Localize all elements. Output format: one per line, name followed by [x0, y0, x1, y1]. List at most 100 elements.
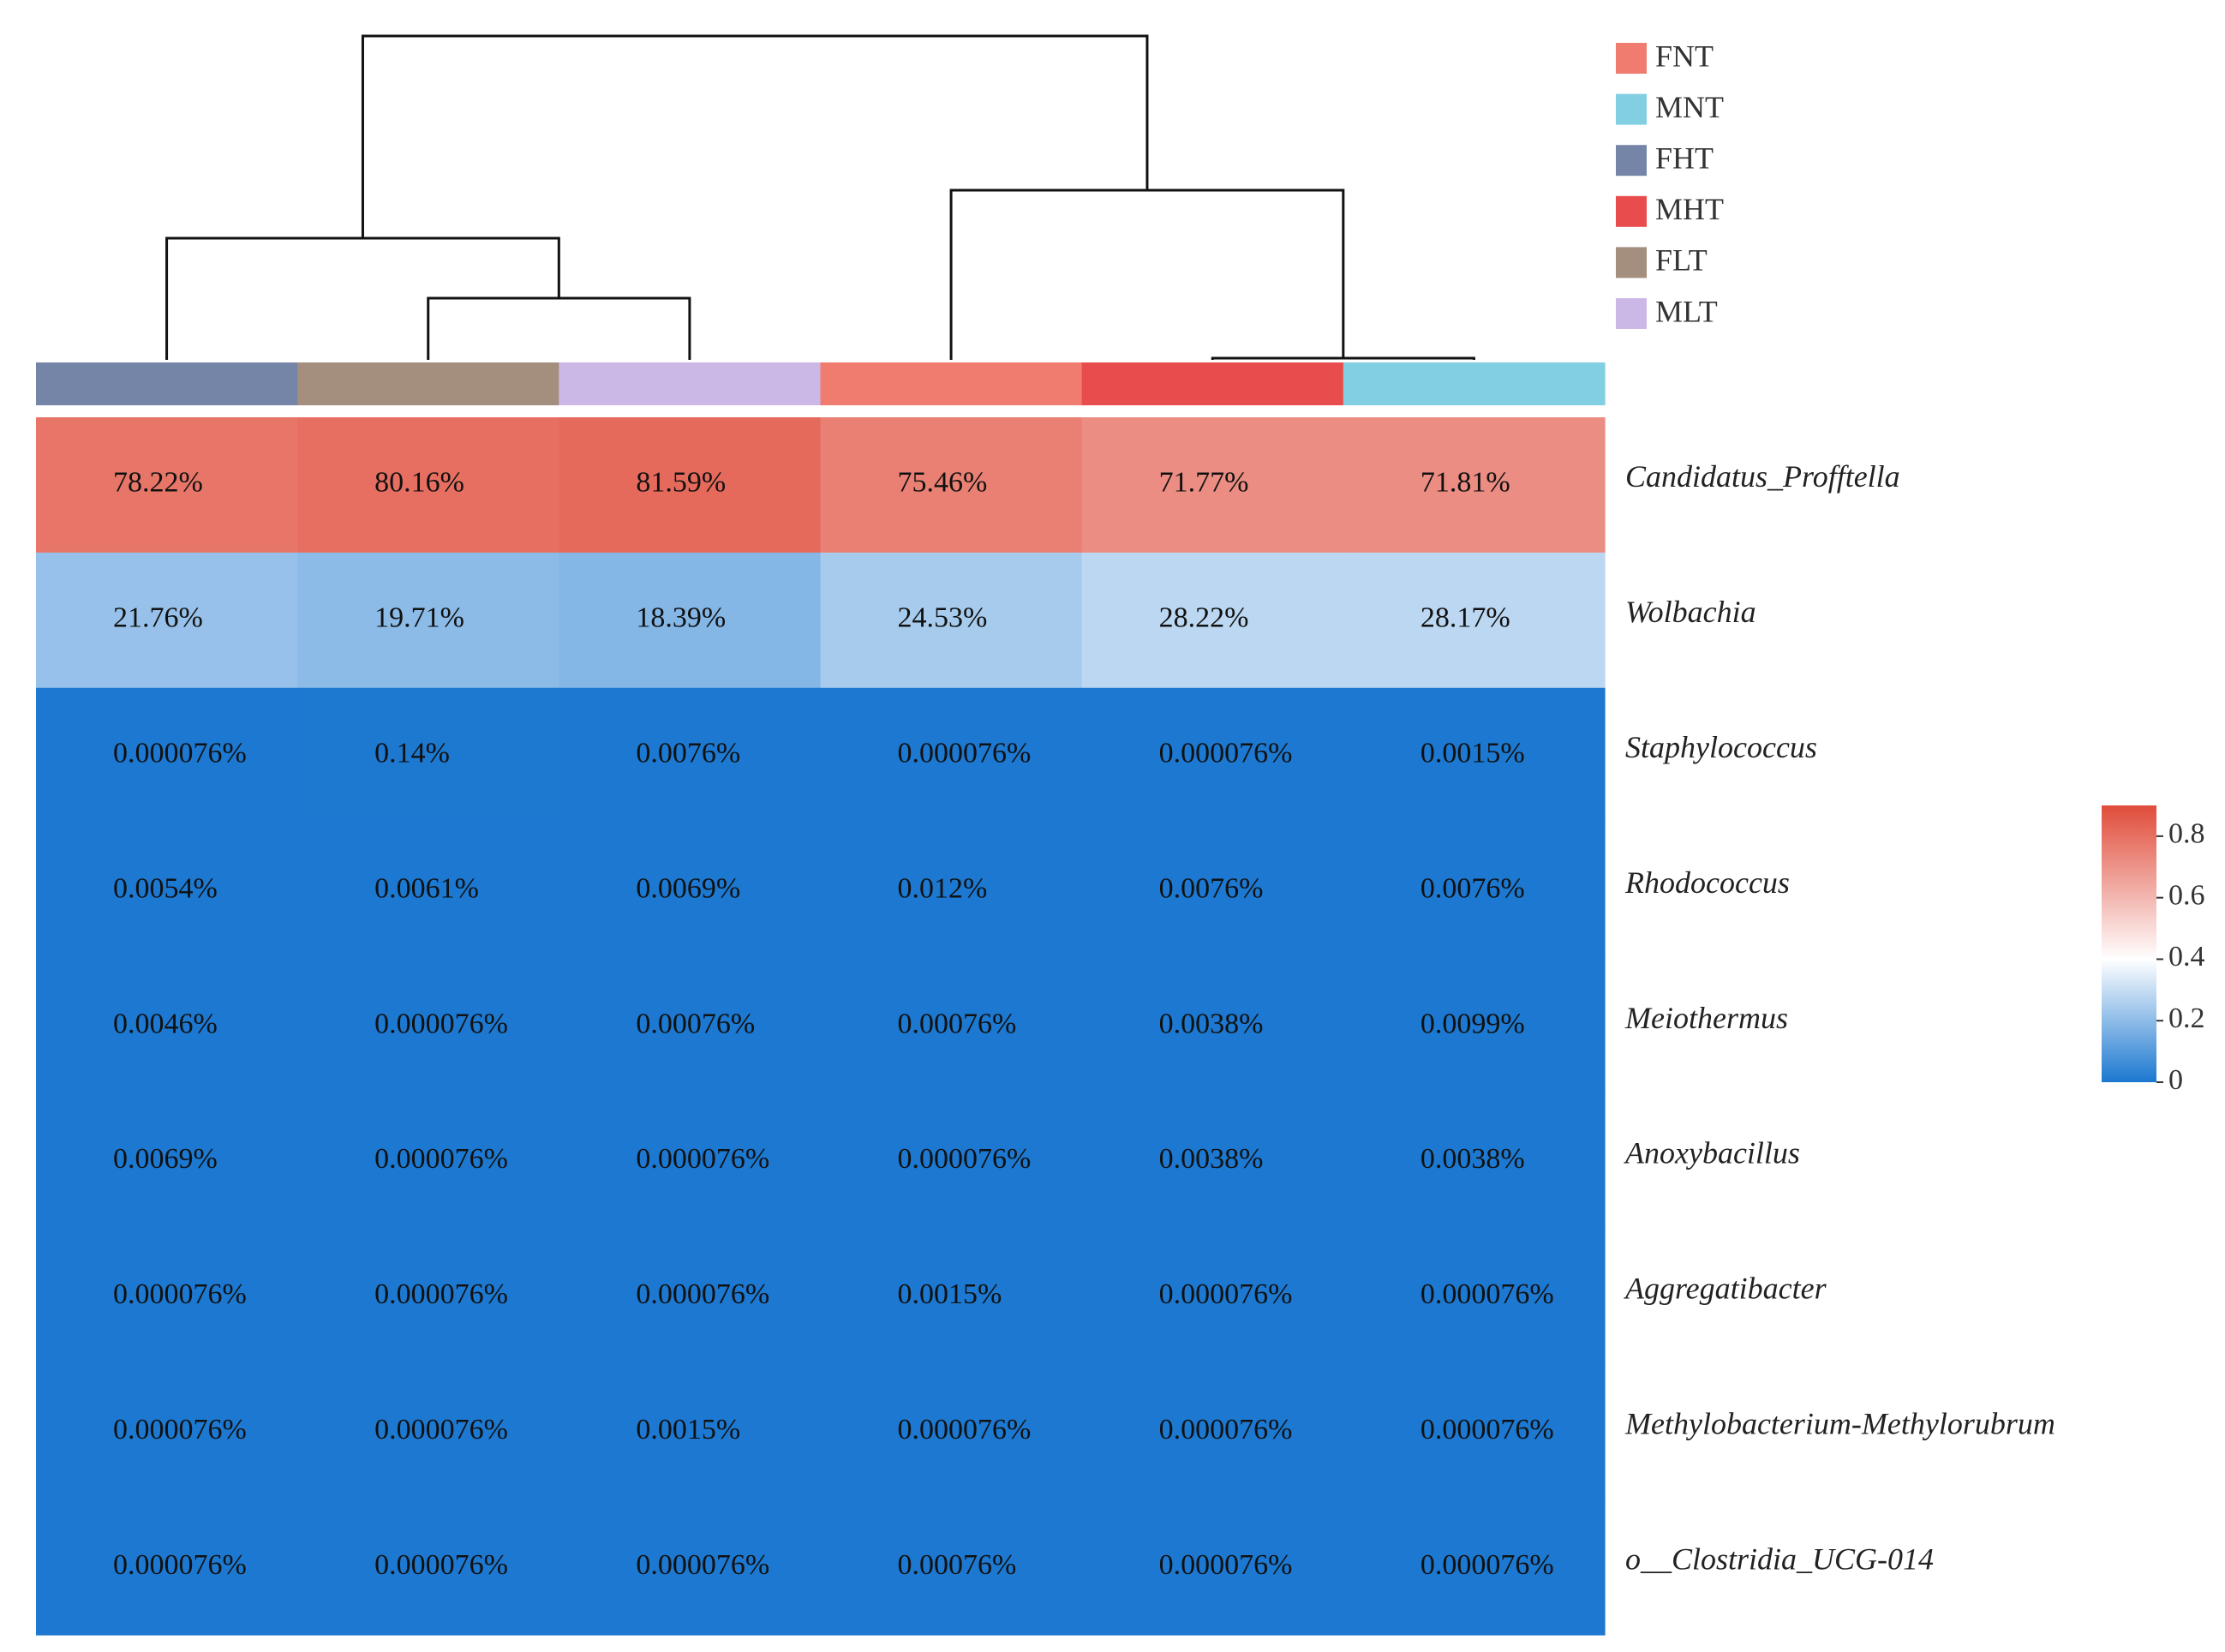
cell-o-clostridia-ucg-014-flt: [297, 1499, 559, 1636]
cell-label-rhodococcus-mlt: 0.0069%: [636, 872, 740, 904]
cell-label-rhodococcus-mnt: 0.0076%: [1421, 872, 1525, 904]
column-dendrogram: [165, 34, 1475, 360]
cell-label-methylobacterium-methylorubrum-mnt: 0.000076%: [1421, 1414, 1554, 1446]
legend-swatch-flt: [1616, 247, 1647, 278]
group-annotation-bar: [36, 362, 1606, 405]
cell-candidatus-profftella-mlt: [559, 417, 822, 554]
cell-aggregatibacter-fht: [36, 1229, 298, 1365]
cell-label-staphylococcus-mht: 0.000076%: [1159, 738, 1293, 769]
cell-label-wolbachia-mht: 28.22%: [1159, 602, 1249, 634]
cell-label-aggregatibacter-fnt: 0.0015%: [898, 1278, 1002, 1310]
cell-label-staphylococcus-fht: 0.000076%: [113, 738, 247, 769]
cell-anoxybacillus-fnt: [820, 1093, 1083, 1230]
cell-o-clostridia-ucg-014-mlt: [559, 1499, 822, 1636]
cell-staphylococcus-mht: [1081, 687, 1344, 824]
dendrogram-branch-4: [949, 189, 1345, 360]
cell-label-anoxybacillus-fnt: 0.000076%: [898, 1143, 1032, 1175]
row-label-aggregatibacter: Aggregatibacter: [1624, 1272, 1827, 1306]
cell-aggregatibacter-mlt: [559, 1229, 822, 1365]
cell-rhodococcus-mht: [1081, 823, 1344, 960]
cell-label-aggregatibacter-mht: 0.000076%: [1159, 1278, 1293, 1310]
legend-label-mht: MHT: [1655, 192, 1724, 226]
cell-label-rhodococcus-flt: 0.0061%: [374, 872, 479, 904]
cell-label-wolbachia-flt: 19.71%: [374, 602, 464, 634]
cell-label-anoxybacillus-mlt: 0.000076%: [636, 1143, 769, 1175]
cell-anoxybacillus-mnt: [1343, 1093, 1606, 1230]
legend-swatch-mnt: [1616, 93, 1647, 125]
cell-candidatus-profftella-mnt: [1343, 417, 1606, 554]
cell-label-methylobacterium-methylorubrum-fnt: 0.000076%: [898, 1414, 1032, 1446]
cell-label-rhodococcus-mht: 0.0076%: [1159, 872, 1264, 904]
cell-wolbachia-mnt: [1343, 552, 1606, 689]
heatmap-cells: 78.22% 80.16% 81.59% 75.46% 71.77% 71.81% 21.7…: [36, 417, 1606, 1636]
row-label-anoxybacillus: Anoxybacillus: [1624, 1136, 1800, 1170]
annotation-mht: [1081, 362, 1344, 405]
cell-methylobacterium-methylorubrum-mnt: [1343, 1364, 1606, 1500]
colorbar-legend: 0 0.2 0.4 0.6 0.8: [2102, 805, 2205, 1096]
cell-meiothermus-flt: [297, 958, 559, 1095]
colorbar-gradient: [2102, 805, 2156, 1082]
cell-label-candidatus-profftella-mlt: 81.59%: [636, 467, 726, 499]
cell-meiothermus-fht: [36, 958, 298, 1095]
cell-label-meiothermus-mlt: 0.00076%: [636, 1008, 755, 1039]
cell-label-methylobacterium-methylorubrum-mht: 0.000076%: [1159, 1414, 1293, 1446]
dendrogram-branch-3: [1211, 356, 1475, 360]
colorbar-tick-label-2: 0.4: [2168, 941, 2205, 973]
cell-label-o-clostridia-ucg-014-flt: 0.000076%: [374, 1549, 508, 1581]
cell-staphylococcus-flt: [297, 687, 559, 824]
cell-label-aggregatibacter-flt: 0.000076%: [374, 1278, 508, 1310]
legend-swatch-mlt: [1616, 298, 1647, 329]
cell-wolbachia-fnt: [820, 552, 1083, 689]
cell-staphylococcus-mnt: [1343, 687, 1606, 824]
cell-label-o-clostridia-ucg-014-fnt: 0.00076%: [898, 1549, 1017, 1581]
cell-label-candidatus-profftella-mht: 71.77%: [1159, 467, 1249, 499]
cell-label-o-clostridia-ucg-014-mlt: 0.000076%: [636, 1549, 769, 1581]
cell-label-anoxybacillus-flt: 0.000076%: [374, 1143, 508, 1175]
cell-label-meiothermus-fht: 0.0046%: [113, 1008, 218, 1039]
cell-label-o-clostridia-ucg-014-mnt: 0.000076%: [1421, 1549, 1554, 1581]
cell-label-aggregatibacter-mlt: 0.000076%: [636, 1278, 769, 1310]
cell-wolbachia-fht: [36, 552, 298, 689]
dendrogram-branch-1: [427, 296, 691, 360]
annotation-mlt: [559, 362, 822, 405]
cell-wolbachia-mlt: [559, 552, 822, 689]
cell-label-aggregatibacter-mnt: 0.000076%: [1421, 1278, 1554, 1310]
cell-anoxybacillus-fht: [36, 1093, 298, 1230]
cell-label-candidatus-profftella-flt: 80.16%: [374, 467, 464, 499]
cell-methylobacterium-methylorubrum-fnt: [820, 1364, 1083, 1500]
cell-label-candidatus-profftella-fht: 78.22%: [113, 467, 203, 499]
cell-label-rhodococcus-fht: 0.0054%: [113, 872, 218, 904]
cell-wolbachia-flt: [297, 552, 559, 689]
cell-label-staphylococcus-fnt: 0.000076%: [898, 738, 1032, 769]
cell-label-staphylococcus-flt: 0.14%: [374, 738, 450, 769]
cell-label-anoxybacillus-fht: 0.0069%: [113, 1143, 218, 1175]
cell-aggregatibacter-mnt: [1343, 1229, 1606, 1365]
cell-o-clostridia-ucg-014-fht: [36, 1499, 298, 1636]
legend-label-mlt: MLT: [1655, 294, 1718, 328]
row-label-wolbachia: Wolbachia: [1625, 595, 1756, 629]
cell-label-aggregatibacter-fht: 0.000076%: [113, 1278, 247, 1310]
colorbar-tick-label-4: 0.8: [2168, 818, 2205, 850]
annotation-fht: [36, 362, 298, 405]
cell-label-o-clostridia-ucg-014-mht: 0.000076%: [1159, 1549, 1293, 1581]
cell-meiothermus-mht: [1081, 958, 1344, 1095]
cell-methylobacterium-methylorubrum-fht: [36, 1364, 298, 1500]
cell-anoxybacillus-mlt: [559, 1093, 822, 1230]
cell-aggregatibacter-flt: [297, 1229, 559, 1365]
cell-candidatus-profftella-fht: [36, 417, 298, 554]
legend-swatch-fnt: [1616, 43, 1647, 74]
annotation-fnt: [820, 362, 1083, 405]
cell-label-rhodococcus-fnt: 0.012%: [898, 872, 988, 904]
row-label-rhodococcus: Rhodococcus: [1624, 865, 1790, 900]
cell-meiothermus-fnt: [820, 958, 1083, 1095]
cell-candidatus-profftella-mht: [1081, 417, 1344, 554]
cell-label-wolbachia-fht: 21.76%: [113, 602, 203, 634]
annotation-mnt: [1343, 362, 1606, 405]
colorbar-tick-label-3: 0.6: [2168, 879, 2205, 911]
legend-swatch-mht: [1616, 195, 1647, 227]
legend-swatch-fht: [1616, 145, 1647, 177]
cell-o-clostridia-ucg-014-mht: [1081, 1499, 1344, 1636]
cell-label-meiothermus-flt: 0.000076%: [374, 1008, 508, 1039]
cell-aggregatibacter-mht: [1081, 1229, 1344, 1365]
row-label-meiothermus: Meiothermus: [1624, 1001, 1788, 1035]
